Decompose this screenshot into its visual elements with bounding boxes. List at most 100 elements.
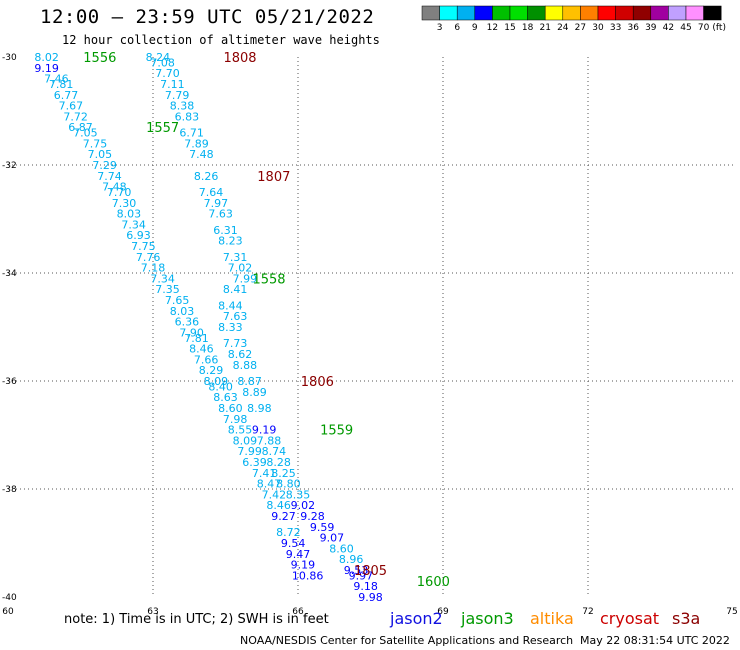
wave-height-value: 9.28 <box>300 510 325 523</box>
wave-height-value: 8.60 <box>329 542 354 555</box>
pass-time-label: 1806 <box>301 375 334 390</box>
footer-note: note: 1) Time is in UTC; 2) SWH is in fe… <box>64 612 329 627</box>
wave-height-value: 8.38 <box>170 100 195 113</box>
color-scale-swatch <box>527 5 546 21</box>
color-scale-swatch <box>456 5 476 21</box>
color-scale-label: 30 <box>592 23 604 33</box>
wave-height-value: 6.83 <box>175 110 200 123</box>
color-scale-label: 45 <box>680 23 691 33</box>
mission-jason3: jason3 <box>461 609 514 628</box>
pass-time-label: 1559 <box>320 424 353 439</box>
wave-height-value: 8.26 <box>194 170 219 183</box>
wave-height-value: 7.05 <box>88 148 113 161</box>
wave-height-value: 8.98 <box>247 402 272 415</box>
wave-height-value: 6.77 <box>54 89 79 102</box>
mission-s3a: s3a <box>672 609 701 628</box>
color-scale-label: 33 <box>610 23 621 33</box>
y-tick-label: -40 <box>2 593 17 603</box>
wave-height-value: 8.09 <box>233 434 258 447</box>
wave-height-value: 9.18 <box>353 580 378 593</box>
wave-height-value: 7.48 <box>189 148 214 161</box>
pass-time-label: 1805 <box>354 564 387 579</box>
wave-height-value: 7.99 <box>237 445 262 458</box>
wave-height-value: 9.59 <box>310 521 335 534</box>
wave-height-value: 10.86 <box>292 569 324 582</box>
wave-height-value: 6.93 <box>126 229 151 242</box>
page-subtitle: 12 hour collection of altimeter wave hei… <box>62 33 380 47</box>
wave-height-value: 7.05 <box>73 127 98 140</box>
wave-height-value: 7.72 <box>63 110 88 123</box>
wave-height-value: 8.55 <box>228 424 253 437</box>
wave-height-value: 6.31 <box>213 224 238 237</box>
wave-height-value: 7.89 <box>184 137 209 150</box>
color-scale-swatch <box>421 5 440 21</box>
wave-height-value: 7.98 <box>223 413 248 426</box>
wave-height-value: 7.48 <box>102 181 127 194</box>
wave-height-value: 7.31 <box>223 251 248 264</box>
wave-height-value: 8.23 <box>218 235 243 248</box>
wave-height-value: 7.64 <box>199 186 224 199</box>
wave-height-value: 8.88 <box>233 359 258 372</box>
color-scale-swatch <box>544 5 564 21</box>
wave-height-value: 6.36 <box>175 316 200 329</box>
wave-height-value: 7.65 <box>165 294 190 307</box>
color-scale-label: 12 <box>487 23 498 33</box>
wave-height-value: 7.29 <box>92 159 117 172</box>
wave-height-value: 8.46 <box>266 499 291 512</box>
wave-height-value: 7.41 <box>252 467 277 480</box>
wave-height-value: 6.39 <box>242 456 267 469</box>
y-tick-label: -30 <box>2 53 17 63</box>
color-scale-label: 39 <box>645 23 657 33</box>
wave-height-value: 8.35 <box>286 488 311 501</box>
wave-height-value: 9.54 <box>281 537 306 550</box>
wave-height-value: 7.79 <box>165 89 190 102</box>
color-scale-swatch <box>580 5 599 21</box>
wave-height-value: 7.99 <box>233 272 258 285</box>
color-scale-swatch <box>668 5 687 21</box>
wave-height-value: 8.24 <box>146 51 171 64</box>
footer-credit: NOAA/NESDIS Center for Satellite Applica… <box>240 634 574 647</box>
wave-height-value: 8.74 <box>262 445 287 458</box>
wave-height-value: 8.72 <box>276 526 301 539</box>
color-scale-label: 15 <box>504 23 515 33</box>
mission-cryosat: cryosat <box>600 609 660 628</box>
wave-height-value: 7.30 <box>112 197 137 210</box>
color-scale-swatch <box>650 5 669 21</box>
wave-height-value: 9.19 <box>291 559 316 572</box>
wave-height-value: 7.70 <box>107 186 132 199</box>
color-scale-label: 36 <box>627 23 639 33</box>
wave-height-value: 7.74 <box>97 170 122 183</box>
wave-height-value: 7.34 <box>150 272 175 285</box>
wave-height-value: 8.47 <box>257 478 282 491</box>
wave-height-value: 8.03 <box>117 208 142 221</box>
color-scale-label: 42 <box>663 23 674 33</box>
x-tick-label: 75 <box>726 607 737 617</box>
wave-height-value: 8.03 <box>170 305 195 318</box>
x-tick-label: 66 <box>292 607 304 617</box>
wave-height-value: 8.25 <box>271 467 296 480</box>
wave-height-value: 9.47 <box>286 548 311 561</box>
color-scale-swatch <box>474 5 493 21</box>
wave-height-value: 7.81 <box>184 332 209 345</box>
x-tick-label: 69 <box>437 607 449 617</box>
wave-height-value: 8.87 <box>237 375 262 388</box>
wave-height-value: 8.28 <box>266 456 291 469</box>
color-scale-swatch <box>492 5 511 21</box>
wave-height-value: 7.73 <box>223 337 248 350</box>
wave-height-value: 8.62 <box>228 348 253 361</box>
wave-height-value: 7.63 <box>208 208 233 221</box>
color-scale-swatch <box>685 5 704 21</box>
color-scale-label: 70 <box>698 23 710 33</box>
wave-height-value: 8.80 <box>276 478 301 491</box>
color-scale-label: 21 <box>539 23 550 33</box>
color-scale-label: 24 <box>557 23 569 33</box>
color-scale-units: (ft) <box>712 23 726 33</box>
wave-height-value: 7.02 <box>228 262 253 275</box>
pass-time-label: 1808 <box>223 51 256 66</box>
mission-altika: altika <box>530 609 574 628</box>
color-scale-swatch <box>632 5 652 21</box>
wave-height-value: 7.42 <box>262 488 287 501</box>
wave-height-value: 7.70 <box>155 67 180 80</box>
wave-height-value: 7.63 <box>223 310 248 323</box>
pass-time-label: 1556 <box>83 51 116 66</box>
